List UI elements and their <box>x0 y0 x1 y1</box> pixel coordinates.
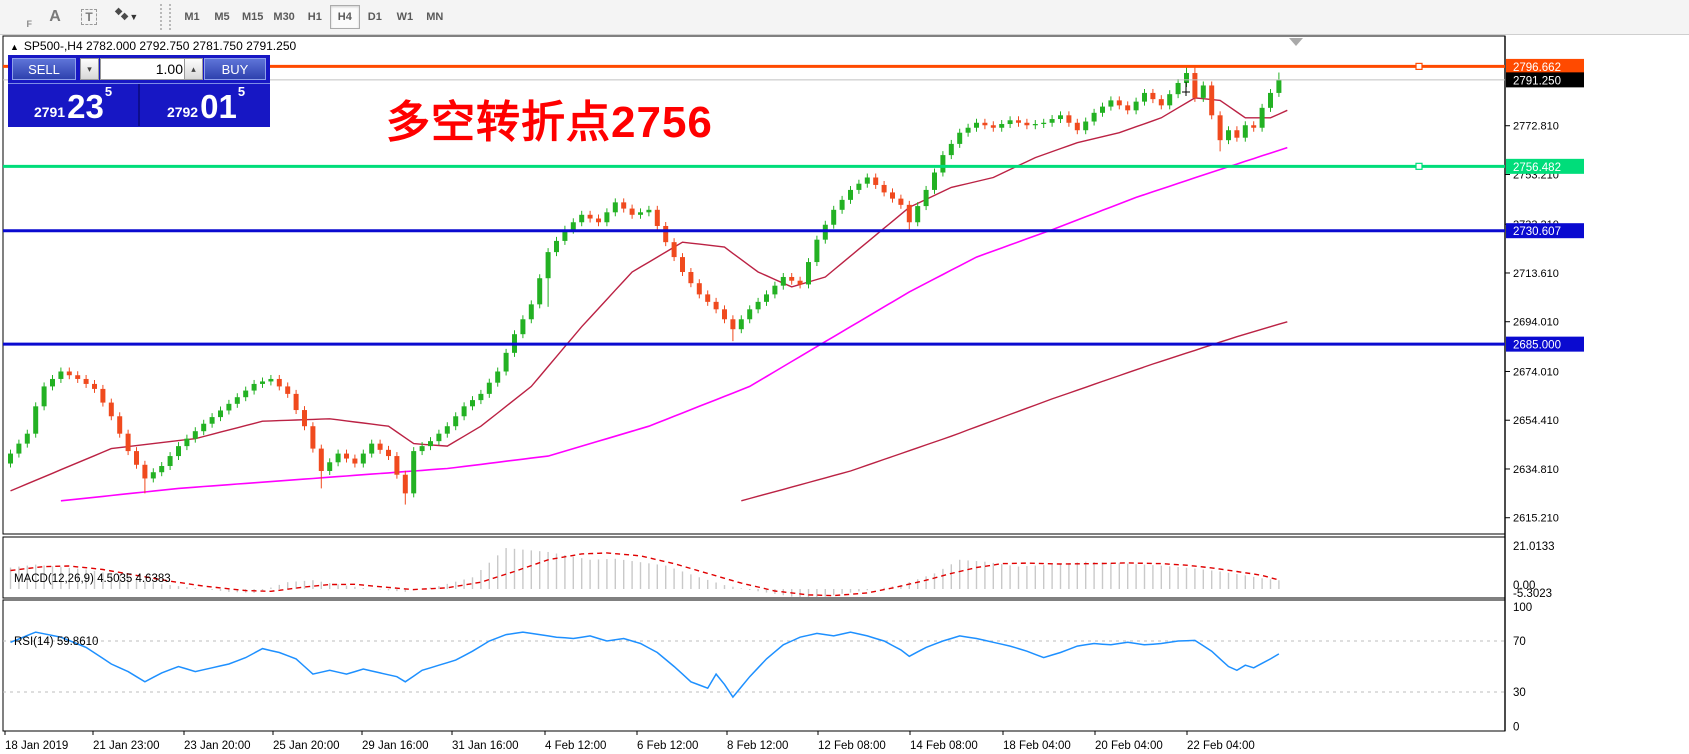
tf-d1-button[interactable]: D1 <box>360 5 390 29</box>
volume-increase-button[interactable]: ▴ <box>184 58 203 80</box>
textbox-tool-icon[interactable]: T <box>74 4 104 30</box>
chart-canvas: 2772.8102753.2102733.2102713.6102694.010… <box>2 35 1584 752</box>
ma-mid-line <box>60 146 1288 502</box>
svg-text:0: 0 <box>1513 721 1519 733</box>
buy-button[interactable]: BUY <box>204 58 266 80</box>
svg-text:2791.250: 2791.250 <box>1513 75 1561 87</box>
chevron-down-icon: ▼ <box>129 12 139 22</box>
tf-m1-button[interactable]: M1 <box>177 5 207 29</box>
svg-text:-5.3023: -5.3023 <box>1513 588 1552 600</box>
shapes-glyph: ◆ ◆ ▼ <box>114 6 139 23</box>
symbol-ohlc-text: SP500-,H4 2782.000 2792.750 2781.750 279… <box>23 39 297 53</box>
indicator-grid-icon[interactable]: F <box>6 4 36 30</box>
buy-price-sup: 5 <box>237 84 246 99</box>
svg-text:2713.610: 2713.610 <box>1513 268 1559 280</box>
macd-signal-line <box>10 552 1280 597</box>
svg-text:21 Jan 23:00: 21 Jan 23:00 <box>93 740 160 752</box>
chart-header: ▲ SP500-,H4 2782.000 2792.750 2781.750 27… <box>10 39 296 53</box>
svg-text:100: 100 <box>1513 602 1532 614</box>
svg-text:2634.810: 2634.810 <box>1513 464 1559 476</box>
label-tool-icon[interactable]: A <box>40 4 70 30</box>
svg-text:18 Feb 04:00: 18 Feb 04:00 <box>1003 740 1071 752</box>
buy-price-small: 2792 <box>166 104 199 120</box>
svg-text:22 Feb 04:00: 22 Feb 04:00 <box>1187 740 1255 752</box>
svg-text:2615.210: 2615.210 <box>1513 513 1559 525</box>
sell-button[interactable]: SELL <box>12 58 76 80</box>
svg-text:2694.010: 2694.010 <box>1513 317 1559 329</box>
tf-h1-button[interactable]: H1 <box>300 5 330 29</box>
ma-fast-line <box>10 97 1288 492</box>
volume-input[interactable] <box>100 58 188 80</box>
tf-mn-button[interactable]: MN <box>420 5 450 29</box>
textbox-glyph: T <box>81 9 97 25</box>
rsi-line <box>10 631 1280 699</box>
svg-text:21.0133: 21.0133 <box>1513 541 1555 553</box>
one-click-trade-panel: SELL ▾ ▴ BUY 2791 23 5 2792 01 5 <box>8 55 270 127</box>
svg-text:23 Jan 20:00: 23 Jan 20:00 <box>184 740 251 752</box>
volume-decrease-button[interactable]: ▾ <box>80 58 99 80</box>
sell-price-sup: 5 <box>104 84 113 99</box>
shapes-tool-icon[interactable]: ◆ ◆ ▼ <box>108 4 148 30</box>
tf-m15-button[interactable]: M15 <box>237 5 268 29</box>
grid-rows-icon: F <box>26 19 33 29</box>
svg-text:2654.410: 2654.410 <box>1513 415 1559 427</box>
buy-price-display[interactable]: 2792 01 5 <box>142 84 270 126</box>
line-handle-icon <box>1415 162 1423 170</box>
svg-text:30: 30 <box>1513 687 1526 699</box>
macd-label: MACD(12,26,9) 4.5035 4.6383 <box>14 573 171 585</box>
collapse-triangle-icon[interactable]: ▲ <box>10 42 19 52</box>
tf-m30-button[interactable]: M30 <box>268 5 299 29</box>
tf-h4-button[interactable]: H4 <box>329 5 360 29</box>
chart-annotation-text: 多空转折点2756 <box>386 98 713 147</box>
svg-text:18 Jan 2019: 18 Jan 2019 <box>5 740 68 752</box>
svg-text:29 Jan 16:00: 29 Jan 16:00 <box>362 740 429 752</box>
toolbar-grip <box>160 4 171 30</box>
line-handle-icon <box>1415 62 1423 70</box>
sell-price-small: 2791 <box>33 104 66 120</box>
svg-text:4 Feb 12:00: 4 Feb 12:00 <box>545 740 606 752</box>
rsi-label: RSI(14) 59.8610 <box>14 636 99 648</box>
svg-text:6 Feb 12:00: 6 Feb 12:00 <box>637 740 698 752</box>
svg-text:70: 70 <box>1513 636 1526 648</box>
timeframe-buttons: M1 M5 M15 M30 H1 H4 D1 W1 MN <box>177 5 450 29</box>
svg-text:2674.010: 2674.010 <box>1513 366 1559 378</box>
svg-text:2796.662: 2796.662 <box>1513 62 1561 74</box>
svg-text:14 Feb 08:00: 14 Feb 08:00 <box>910 740 978 752</box>
svg-text:2772.810: 2772.810 <box>1513 121 1559 133</box>
svg-text:20 Feb 04:00: 20 Feb 04:00 <box>1095 740 1163 752</box>
sell-price-display[interactable]: 2791 23 5 <box>8 84 140 126</box>
shift-marker-icon <box>1289 38 1303 46</box>
svg-text:8 Feb 12:00: 8 Feb 12:00 <box>727 740 788 752</box>
buy-price-big: 01 <box>200 88 237 125</box>
tf-m5-button[interactable]: M5 <box>207 5 237 29</box>
svg-text:2685.000: 2685.000 <box>1513 340 1561 352</box>
toolbar: F A T ◆ ◆ ▼ M1 M5 M15 M30 H1 H4 D1 W1 MN <box>0 0 1689 35</box>
svg-text:2756.482: 2756.482 <box>1513 162 1561 174</box>
svg-text:0.00: 0.00 <box>1513 580 1535 592</box>
ma-long-line <box>741 321 1288 502</box>
tf-w1-button[interactable]: W1 <box>390 5 420 29</box>
svg-text:31 Jan 16:00: 31 Jan 16:00 <box>452 740 519 752</box>
svg-text:2730.607: 2730.607 <box>1513 226 1561 238</box>
trade-panel-top-row: SELL ▾ ▴ BUY <box>8 55 270 84</box>
svg-text:25 Jan 20:00: 25 Jan 20:00 <box>273 740 340 752</box>
svg-text:12 Feb 08:00: 12 Feb 08:00 <box>818 740 886 752</box>
sell-price-big: 23 <box>67 88 104 125</box>
